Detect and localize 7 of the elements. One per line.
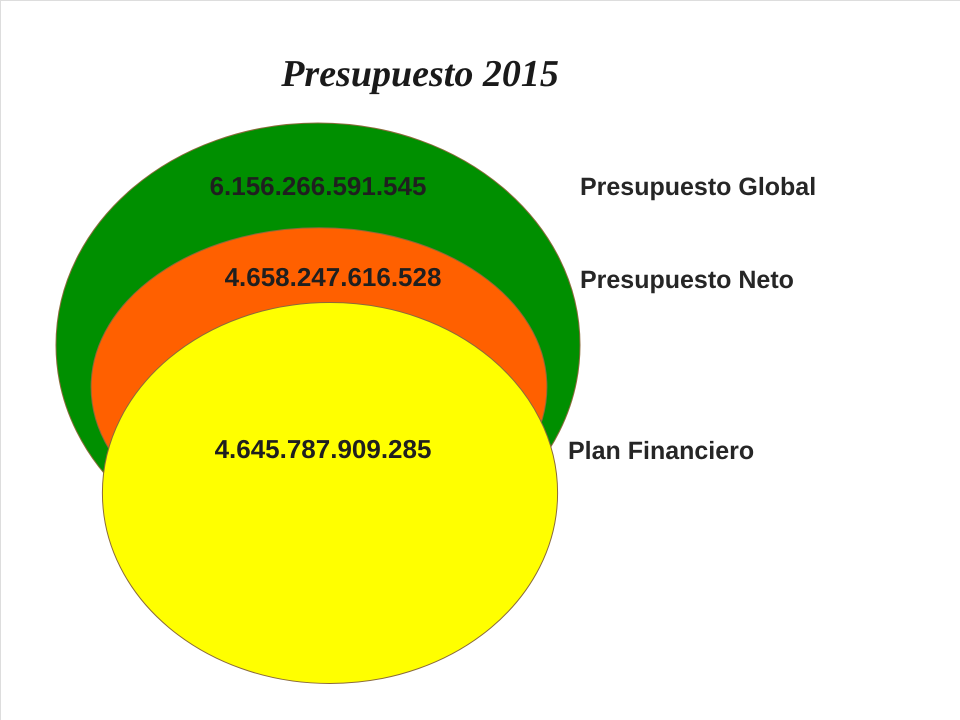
data-label: 4.645.787.909.285	[214, 434, 432, 464]
text: Presupuesto 2015	[280, 53, 559, 95]
category-label: Presupuesto Global	[580, 173, 816, 201]
category-label: Plan Financiero	[568, 437, 754, 465]
category-label: Presupuesto Neto	[580, 266, 794, 294]
data-label: 4.658.247.616.528	[224, 262, 442, 292]
data-label: 6.156.266.591.545	[210, 171, 426, 201]
